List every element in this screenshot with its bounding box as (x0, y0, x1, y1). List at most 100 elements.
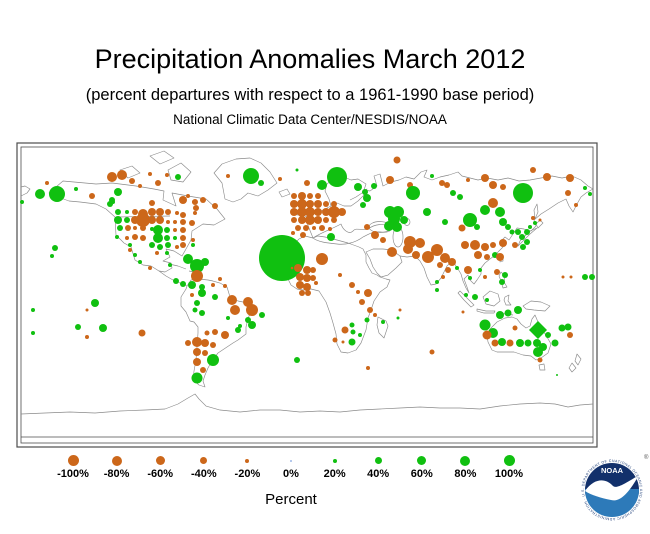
anomaly-dot (305, 215, 315, 225)
anomaly-dot (332, 337, 338, 343)
anomaly-dot (165, 242, 171, 248)
anomaly-dot (223, 284, 227, 288)
anomaly-dot (128, 248, 132, 252)
anomaly-dot (129, 178, 135, 184)
anomaly-dot (482, 330, 492, 340)
anomaly-dot (315, 193, 321, 199)
anomaly-dot (204, 330, 210, 336)
anomaly-dot (296, 281, 304, 289)
legend-label: 40% (367, 468, 390, 480)
anomaly-dot (461, 241, 469, 249)
anomaly-dot (499, 279, 505, 285)
anomaly-dot (132, 209, 138, 215)
anomaly-dot (155, 251, 159, 255)
logo-acronym: NOAA (601, 466, 624, 475)
anomaly-dot (545, 332, 551, 338)
legend-dot (155, 456, 165, 466)
anomaly-dot (180, 242, 186, 248)
anomaly-dot (198, 289, 206, 297)
anomaly-dot (533, 347, 543, 357)
anomaly-dot (338, 273, 342, 277)
anomaly-dot (362, 189, 368, 195)
legend-item: -100% (51, 452, 95, 480)
anomaly-dot (513, 183, 533, 203)
anomaly-dot (186, 194, 190, 198)
anomaly-dot (199, 284, 205, 290)
anomaly-dot (191, 238, 195, 242)
anomaly-dot (165, 173, 169, 177)
figure-subtitle: (percent departures with respect to a 19… (85, 86, 535, 104)
anomaly-dot (519, 234, 525, 240)
anomaly-dot (327, 167, 347, 187)
anomaly-dot (89, 193, 95, 199)
anomaly-dots (20, 156, 595, 384)
legend-label: 100% (494, 468, 524, 480)
anomaly-dot (533, 339, 541, 347)
anomaly-dot (512, 242, 518, 248)
anomaly-dot (298, 192, 306, 200)
anomaly-dot (295, 225, 301, 231)
page-title: Precipitation Anomalies March 2012 (94, 44, 526, 74)
legend-item: 60% (400, 452, 444, 480)
anomaly-dot (201, 258, 209, 266)
anomaly-dot (349, 282, 355, 288)
anomaly-dot (207, 354, 219, 366)
anomaly-dot (192, 200, 196, 204)
anomaly-dot (114, 188, 122, 196)
seagull-icon (585, 475, 639, 501)
anomaly-dot (185, 340, 191, 346)
anomaly-dot (173, 220, 177, 224)
anomaly-dot (306, 200, 314, 208)
anomaly-dot (406, 186, 420, 200)
anomaly-dot (474, 224, 480, 230)
legend-dot (332, 458, 337, 463)
anomaly-dot (457, 194, 463, 200)
anomaly-dot (366, 366, 370, 370)
anomaly-dot (91, 299, 99, 307)
anomaly-dot (430, 174, 434, 178)
anomaly-dot (364, 317, 370, 323)
legend-item: 40% (356, 452, 400, 480)
coastlines (20, 150, 594, 415)
anomaly-dot (191, 372, 203, 384)
anomaly-dot (478, 268, 482, 272)
anomaly-dot (455, 266, 459, 270)
anomaly-dot (380, 237, 386, 243)
legend-dot (417, 456, 427, 466)
anomaly-dot (173, 278, 179, 284)
anomaly-dot (556, 374, 558, 376)
anomaly-dot (117, 170, 127, 180)
anomaly-dot (148, 172, 152, 176)
anomaly-dot (524, 339, 532, 347)
anomaly-dot (258, 180, 264, 186)
anomaly-dot (117, 225, 123, 231)
legend-item: 0% (269, 452, 313, 480)
anomaly-dot (520, 244, 526, 250)
anomaly-dot (157, 244, 163, 250)
legend-label: -40% (190, 468, 217, 480)
anomaly-dot (312, 226, 316, 230)
anomaly-dot (400, 216, 408, 224)
anomaly-dot (226, 174, 230, 178)
anomaly-dot (392, 222, 402, 232)
anomaly-dot (305, 207, 315, 217)
anomaly-dot (193, 358, 201, 366)
anomaly-dot (304, 180, 310, 186)
anomaly-dot (173, 236, 177, 240)
anomaly-dot (589, 274, 595, 280)
legend-item: 80% (443, 452, 487, 480)
anomaly-dot (114, 216, 122, 224)
anomaly-dot (132, 234, 138, 240)
anomaly-dot (472, 294, 478, 300)
anomaly-dot (238, 324, 242, 328)
anomaly-dot (303, 266, 311, 274)
anomaly-dot (499, 218, 507, 226)
anomaly-dot (494, 269, 500, 275)
anomaly-dot (583, 186, 587, 190)
legend-dot (111, 455, 122, 466)
anomaly-dot (463, 213, 477, 227)
anomaly-dot (310, 267, 316, 273)
anomaly-dot (303, 225, 309, 231)
anomaly-dot (297, 207, 307, 217)
anomaly-dot (317, 180, 327, 190)
